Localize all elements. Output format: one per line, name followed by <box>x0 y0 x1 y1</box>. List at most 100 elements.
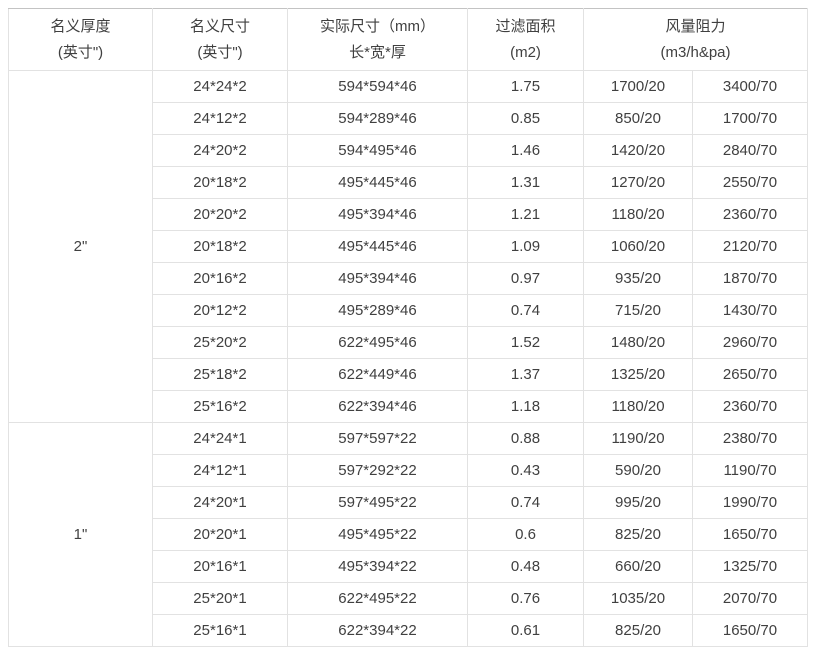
table-cell: 20*20*1 <box>152 518 288 551</box>
header-line: 风量阻力 <box>665 17 726 35</box>
table-cell: 25*20*2 <box>152 326 288 359</box>
table-cell: 2550/70 <box>692 166 808 199</box>
table-cell: 715/20 <box>583 294 693 327</box>
thickness-cell: 1" <box>8 422 153 647</box>
table-cell: 0.97 <box>467 262 584 295</box>
table-cell: 1.37 <box>467 358 584 391</box>
table-cell: 20*16*1 <box>152 550 288 583</box>
table-row: 2" 24*24*2 594*594*46 1.75 1700/20 3400/70 <box>8 70 808 423</box>
table-cell: 1190/70 <box>692 454 808 487</box>
table-cell: 0.76 <box>467 582 584 615</box>
table-cell: 24*24*2 <box>152 70 288 103</box>
table-cell: 1650/70 <box>692 614 808 647</box>
table-cell: 825/20 <box>583 518 693 551</box>
table-cell: 0.43 <box>467 454 584 487</box>
table-cell: 20*12*2 <box>152 294 288 327</box>
table-cell: 1180/20 <box>583 390 693 423</box>
table-row: 20*16*2 495*394*46 0.97 935/20 1870/70 <box>9 262 808 295</box>
table-cell: 1.31 <box>467 166 584 199</box>
table-cell: 1190/20 <box>583 422 693 455</box>
table-cell: 1.09 <box>467 230 584 263</box>
table-cell: 1870/70 <box>692 262 808 295</box>
table-cell: 622*449*46 <box>287 358 468 391</box>
header-line: 名义尺寸 <box>189 17 250 35</box>
table-cell: 850/20 <box>583 102 693 135</box>
header-line: 名义厚度 <box>50 17 111 35</box>
table-cell: 2360/70 <box>692 390 808 423</box>
table-cell: 25*16*2 <box>152 390 288 423</box>
header-airflow-resistance: 风量阻力 (m3/h&pa) <box>583 8 808 71</box>
header-nominal-size: 名义尺寸 (英寸") <box>152 8 288 71</box>
table-cell: 25*20*1 <box>152 582 288 615</box>
table-row: 25*20*1 622*495*22 0.76 1035/20 2070/70 <box>9 582 808 615</box>
table-cell: 825/20 <box>583 614 693 647</box>
table-cell: 2120/70 <box>692 230 808 263</box>
table-cell: 1180/20 <box>583 198 693 231</box>
table-row: 20*18*2 495*445*46 1.09 1060/20 2120/70 <box>9 230 808 263</box>
table-row: 1" 24*24*1 597*597*22 0.88 1190/20 2380/70 <box>8 422 808 647</box>
table-cell: 20*18*2 <box>152 166 288 199</box>
header-line: (m2) <box>510 43 541 61</box>
table-row: 20*20*2 495*394*46 1.21 1180/20 2360/70 <box>9 198 808 231</box>
header-line: 长*宽*厚 <box>349 43 406 61</box>
table-cell: 1650/70 <box>692 518 808 551</box>
table-cell: 1060/20 <box>583 230 693 263</box>
table-cell: 622*495*22 <box>287 582 468 615</box>
table-cell: 1.46 <box>467 134 584 167</box>
table-cell: 24*12*2 <box>152 102 288 135</box>
table-cell: 622*394*22 <box>287 614 468 647</box>
table-cell: 495*289*46 <box>287 294 468 327</box>
table-cell: 25*18*2 <box>152 358 288 391</box>
table-cell: 495*445*46 <box>287 166 468 199</box>
table-row: 25*16*2 622*394*46 1.18 1180/20 2360/70 <box>9 390 808 423</box>
table-cell: 594*289*46 <box>287 102 468 135</box>
table-cell: 1.18 <box>467 390 584 423</box>
table-cell: 0.48 <box>467 550 584 583</box>
table-cell: 3400/70 <box>692 70 808 103</box>
table-cell: 24*20*1 <box>152 486 288 519</box>
table-cell: 594*495*46 <box>287 134 468 167</box>
table-row: 24*20*1 597*495*22 0.74 995/20 1990/70 <box>9 486 808 519</box>
table-cell: 597*292*22 <box>287 454 468 487</box>
table-row: 20*18*2 495*445*46 1.31 1270/20 2550/70 <box>9 166 808 199</box>
table-cell: 495*394*46 <box>287 262 468 295</box>
table-cell: 0.6 <box>467 518 584 551</box>
table-cell: 590/20 <box>583 454 693 487</box>
table-row: 25*18*2 622*449*46 1.37 1325/20 2650/70 <box>9 358 808 391</box>
table-cell: 20*20*2 <box>152 198 288 231</box>
header-nominal-thickness: 名义厚度 (英寸") <box>8 8 153 71</box>
table-cell: 597*495*22 <box>287 486 468 519</box>
table-cell: 0.88 <box>467 422 584 455</box>
table-cell: 935/20 <box>583 262 693 295</box>
table-cell: 1.75 <box>467 70 584 103</box>
table-cell: 995/20 <box>583 486 693 519</box>
table-cell: 1700/20 <box>583 70 693 103</box>
table-cell: 2960/70 <box>692 326 808 359</box>
table-cell: 25*16*1 <box>152 614 288 647</box>
table-row: 24*12*2 594*289*46 0.85 850/20 1700/70 <box>9 102 808 135</box>
table-cell: 1270/20 <box>583 166 693 199</box>
header-line: (英寸") <box>197 43 243 61</box>
header-actual-size: 实际尺寸（mm） 长*宽*厚 <box>287 8 468 71</box>
table-cell: 1990/70 <box>692 486 808 519</box>
table-cell: 594*594*46 <box>287 70 468 103</box>
table-cell: 1.21 <box>467 198 584 231</box>
table-cell: 495*495*22 <box>287 518 468 551</box>
table-cell: 1035/20 <box>583 582 693 615</box>
table-cell: 0.74 <box>467 486 584 519</box>
table-cell: 0.74 <box>467 294 584 327</box>
table-cell: 495*394*22 <box>287 550 468 583</box>
table-row: 24*20*2 594*495*46 1.46 1420/20 2840/70 <box>9 134 808 167</box>
table-row: 20*16*1 495*394*22 0.48 660/20 1325/70 <box>9 550 808 583</box>
table-row: 25*16*1 622*394*22 0.61 825/20 1650/70 <box>9 614 808 647</box>
header-line: 过滤面积 <box>495 17 556 35</box>
thickness-cell: 2" <box>8 70 153 423</box>
table-cell: 1325/20 <box>583 358 693 391</box>
table-cell: 2840/70 <box>692 134 808 167</box>
header-line: (英寸") <box>57 43 104 61</box>
table-cell: 24*12*1 <box>152 454 288 487</box>
table-cell: 495*445*46 <box>287 230 468 263</box>
table-cell: 1420/20 <box>583 134 693 167</box>
table-cell: 0.61 <box>467 614 584 647</box>
